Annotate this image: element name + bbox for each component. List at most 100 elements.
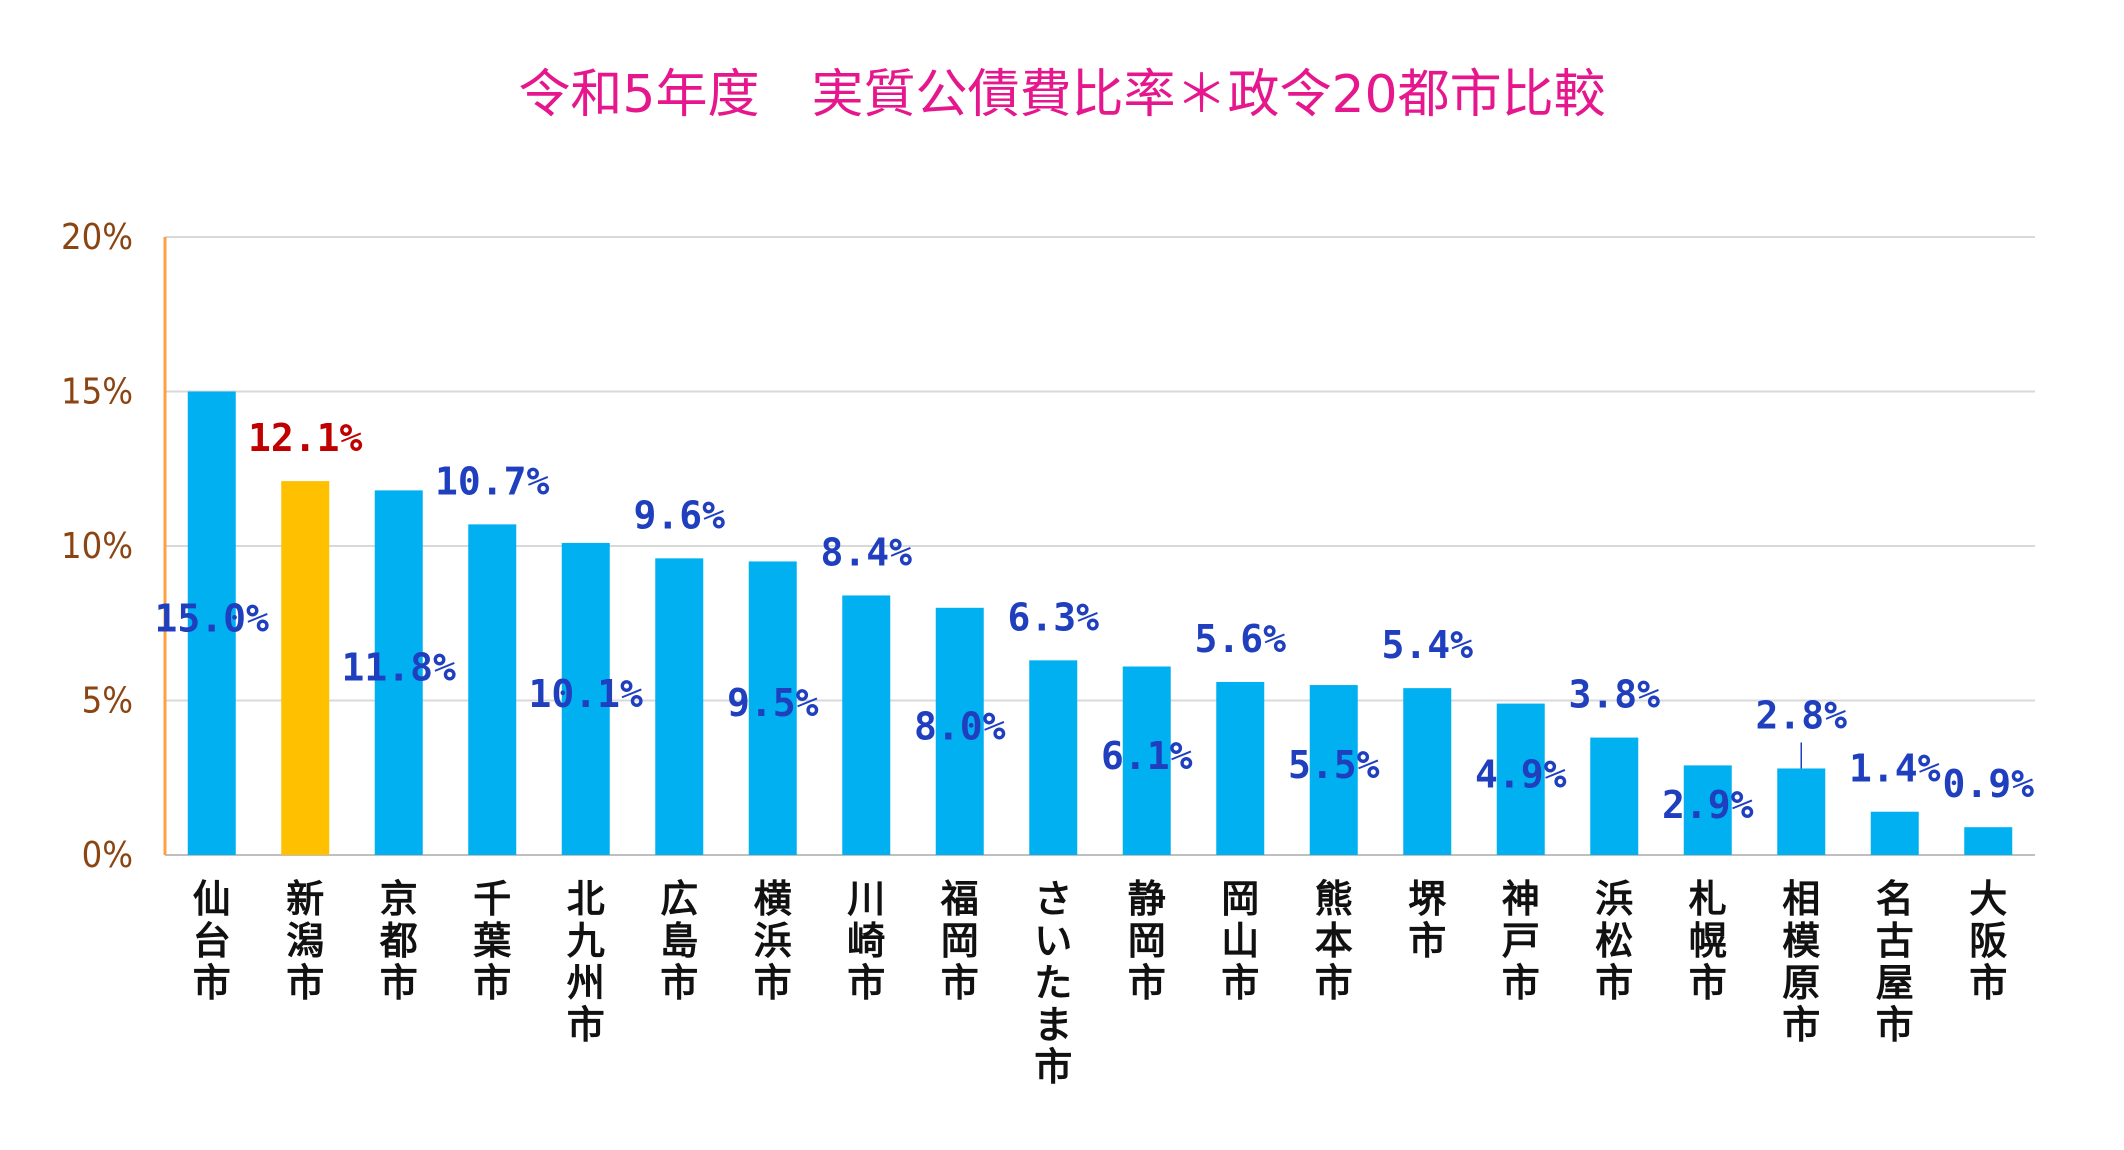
category-label-char: 古 (1876, 919, 1914, 963)
category-label-char: 川 (847, 877, 885, 921)
category-label-char: 島 (660, 919, 698, 963)
data-labels: 15.0% 12.1% 11.8% 10.7% 10.1% 9.6% 9.5% 8.4% 8.0… (155, 416, 2035, 827)
category-label-char: 市 (1876, 1003, 1914, 1047)
category-label-char: 屋 (1876, 961, 1914, 1005)
data-label: 9.6% (633, 493, 725, 537)
bar (655, 558, 704, 855)
data-label: 3.8% (1568, 673, 1660, 717)
data-label: 5.6% (1194, 617, 1286, 661)
y-axis-ticks: 0% 5% 10% 15% 20% (61, 217, 133, 876)
category-label: 仙台市 (193, 877, 231, 1005)
data-label: 1.4% (1849, 747, 1941, 791)
data-label: 10.1% (529, 672, 644, 716)
category-label: 大阪市 (1969, 877, 2007, 1005)
category-label: 横浜市 (754, 877, 792, 1005)
category-label-char: さ (1034, 877, 1072, 921)
bars (187, 391, 2013, 855)
bar (281, 481, 330, 855)
category-label-char: 市 (1969, 961, 2007, 1005)
data-label: 6.1% (1101, 734, 1193, 778)
category-label-char: 市 (1502, 961, 1540, 1005)
bar (1029, 660, 1078, 855)
data-label: 8.4% (820, 530, 912, 574)
category-label-char: 神 (1502, 877, 1540, 921)
category-label-char: 潟 (286, 919, 324, 963)
category-label-char: 名 (1876, 877, 1914, 921)
category-label: 川崎市 (847, 877, 885, 1005)
data-label: 4.9% (1475, 752, 1567, 796)
category-label-char: 市 (1315, 961, 1353, 1005)
category-label-char: 阪 (1969, 919, 2007, 963)
category-label-char: 原 (1782, 961, 1820, 1005)
category-label-char: 市 (660, 961, 698, 1005)
data-label: 8.0% (914, 704, 1006, 748)
data-label: 9.5% (727, 681, 819, 725)
category-label-char: 市 (567, 1003, 605, 1047)
category-label-char: い (1034, 919, 1072, 963)
category-label-char: 岡 (1221, 877, 1259, 921)
category-label-char: 市 (1595, 961, 1633, 1005)
category-label-char: 市 (1221, 961, 1259, 1005)
category-label: 広島市 (660, 877, 698, 1005)
category-label: 堺市 (1408, 877, 1447, 963)
category-label: 静岡市 (1128, 877, 1166, 1005)
category-label-char: 市 (193, 961, 231, 1005)
bar (1216, 681, 1265, 855)
bar (187, 391, 236, 855)
bar (1683, 765, 1732, 855)
data-label: 5.5% (1288, 743, 1380, 787)
category-label-char: 福 (940, 877, 979, 921)
category-label-char: 岡 (1128, 919, 1166, 963)
y-tick-label: 15% (61, 372, 133, 413)
category-label-char: 市 (1408, 919, 1446, 963)
category-label-char: 都 (379, 919, 418, 963)
bar (1590, 737, 1639, 855)
category-label-char: 浜 (754, 919, 792, 963)
category-label-char: 市 (380, 961, 418, 1005)
category-label-char: ま (1034, 1003, 1072, 1047)
data-label: 11.8% (342, 646, 457, 690)
category-label-char: 州 (567, 961, 605, 1005)
category-label-char: 市 (847, 961, 885, 1005)
category-label-char: 崎 (847, 919, 885, 963)
bar (1309, 685, 1358, 855)
category-label-char: 広 (660, 877, 698, 921)
category-label-char: 市 (473, 961, 511, 1005)
bar (1777, 768, 1826, 855)
bar (561, 542, 610, 855)
category-label-char: 静 (1128, 877, 1166, 921)
bar (1964, 827, 2013, 855)
category-label-char: 新 (286, 877, 324, 921)
bar (1122, 666, 1171, 855)
category-label-char: 幌 (1689, 919, 1727, 963)
y-tick-label: 10% (61, 526, 133, 567)
category-label-char: 市 (1689, 961, 1727, 1005)
bar (935, 607, 984, 855)
category-label-char: 市 (941, 961, 979, 1005)
data-label: 6.3% (1007, 595, 1099, 639)
bar (842, 595, 891, 855)
category-label: 京都市 (379, 877, 418, 1005)
bar (374, 490, 423, 855)
category-label-char: 岡 (941, 919, 979, 963)
y-tick-label: 5% (82, 681, 133, 722)
category-label-char: 市 (1782, 1003, 1820, 1047)
category-label-char: 札 (1689, 877, 1727, 921)
category-label-char: 浜 (1595, 877, 1633, 921)
category-label-char: 市 (754, 961, 792, 1005)
y-tick-label: 20% (61, 217, 133, 258)
category-label-char: 堺 (1408, 877, 1447, 921)
category-label-char: 大 (1969, 877, 2007, 921)
category-label-char: 九 (567, 919, 605, 963)
data-label: 15.0% (155, 596, 270, 640)
category-label-char: 市 (286, 961, 324, 1005)
category-label-char: 北 (567, 877, 605, 921)
category-label-char: 戸 (1502, 919, 1540, 963)
category-label-char: 京 (380, 877, 418, 921)
category-label-char: 仙 (193, 877, 231, 921)
